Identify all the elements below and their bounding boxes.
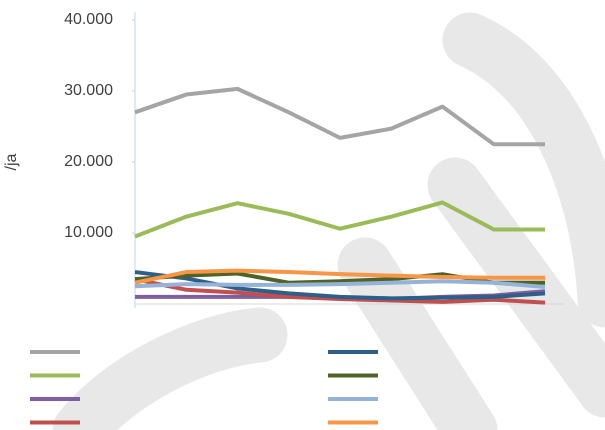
y-tick-label: 30.000	[64, 82, 113, 99]
series-line	[134, 271, 545, 285]
series-line	[134, 279, 546, 289]
y-tick-label: 20.000	[64, 153, 113, 170]
series-line	[134, 268, 545, 285]
watermark	[52, 12, 605, 430]
series-line	[134, 270, 546, 301]
series-line	[134, 277, 546, 305]
series-line	[134, 86, 545, 147]
y-axis-label: /ja	[3, 153, 20, 170]
series-line	[134, 200, 545, 239]
y-tick-label: 10.000	[64, 224, 113, 241]
y-tick-label: 40.000	[64, 11, 113, 28]
